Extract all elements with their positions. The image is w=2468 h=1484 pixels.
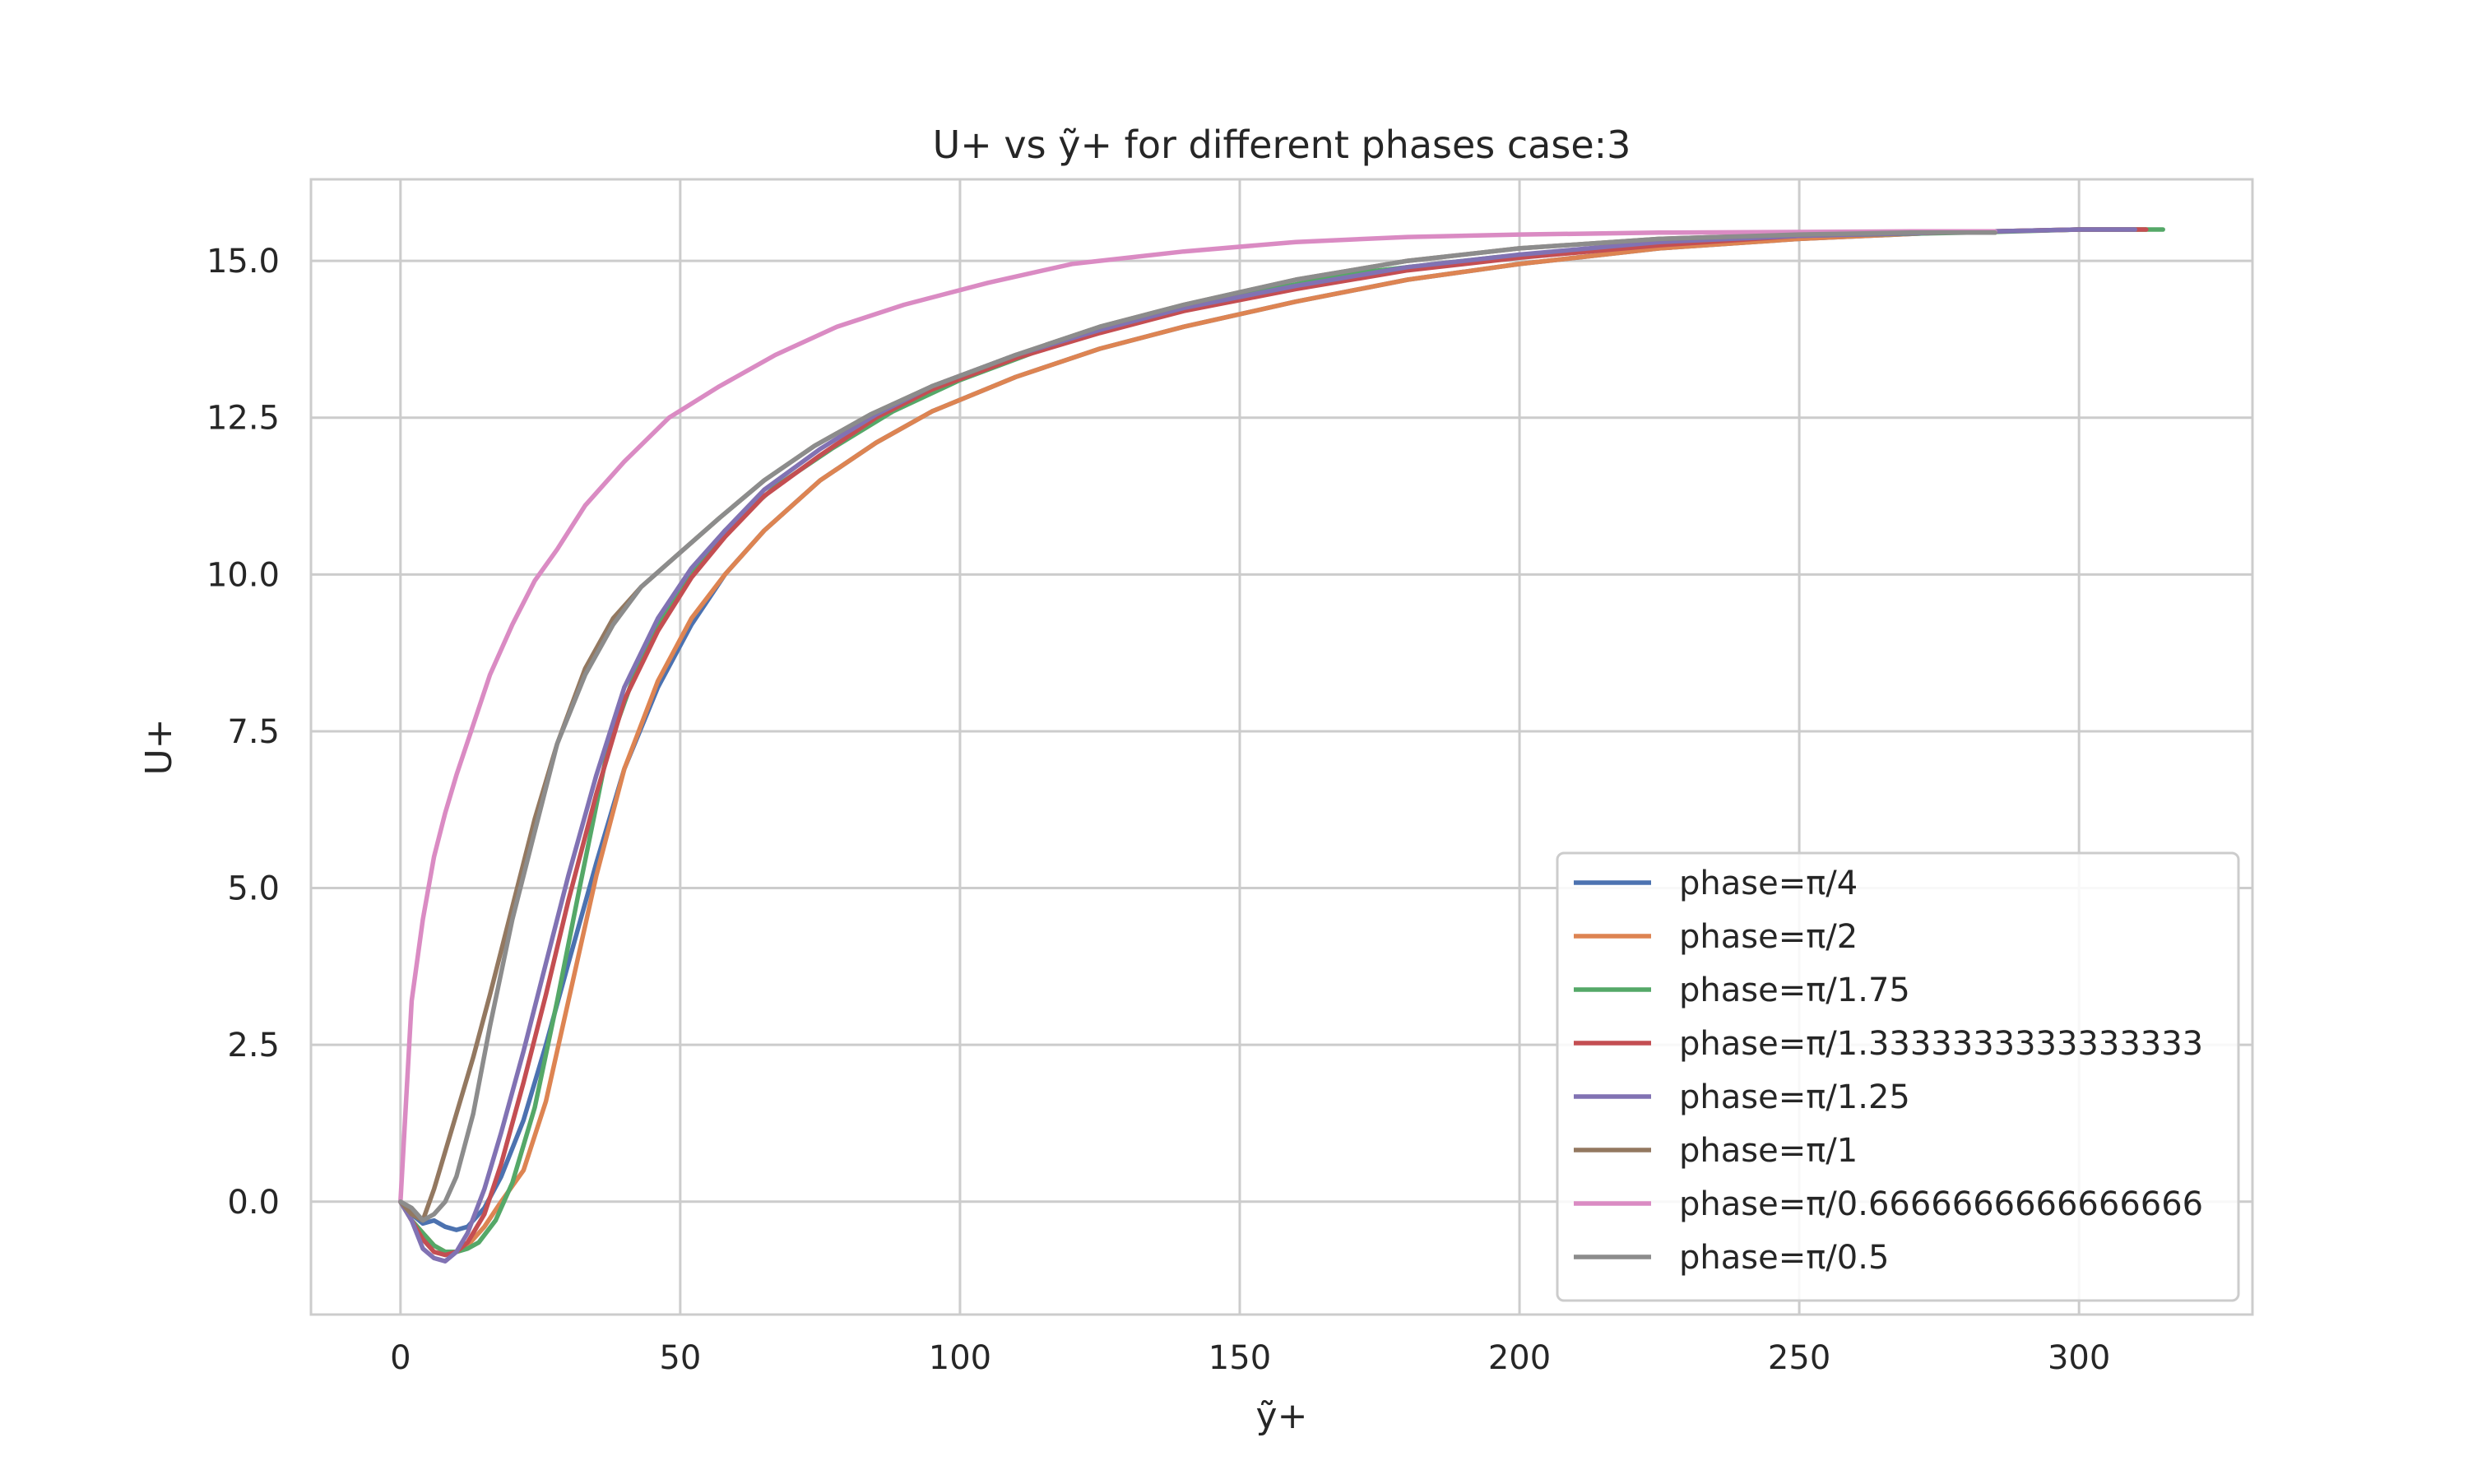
legend-label: phase=π/1.25 <box>1679 1078 1910 1116</box>
legend-label: phase=π/1.75 <box>1679 972 1910 1009</box>
y-tick-label: 2.5 <box>227 1027 280 1064</box>
x-tick-label: 200 <box>1488 1339 1551 1377</box>
x-tick-label: 300 <box>2048 1339 2110 1377</box>
legend-box <box>1556 851 2240 1302</box>
y-tick-label: 12.5 <box>206 400 280 438</box>
x-tick-label: 250 <box>1768 1339 1830 1377</box>
legend-label: phase=π/0.6666666666666666 <box>1679 1185 2203 1223</box>
legend-label: phase=π/1 <box>1679 1132 1858 1170</box>
plot-frame <box>309 178 2254 1316</box>
legend-label: phase=π/0.5 <box>1679 1239 1889 1277</box>
legend: phase=π/4 phase=π/2 phase=π/1.75 phase=π/1.… <box>1556 851 2240 1302</box>
x-axis-label: ỹ+ <box>1256 1395 1308 1437</box>
y-tick-labels: 0.0 2.5 5.0 7.5 10.0 12.5 15.0 <box>206 243 280 1222</box>
x-tick-label: 100 <box>929 1339 991 1377</box>
legend-label: phase=π/2 <box>1679 918 1858 956</box>
y-tick-label: 15.0 <box>206 243 280 281</box>
chart-title: U+ vs ỹ+ for different phases case:3 <box>933 123 1631 167</box>
legend-label: phase=π/1.3333333333333333 <box>1679 1025 2203 1063</box>
x-tick-label: 0 <box>390 1339 411 1377</box>
x-tick-label: 50 <box>659 1339 701 1377</box>
y-tick-label: 5.0 <box>227 870 280 908</box>
y-tick-label: 7.5 <box>227 713 280 751</box>
x-tick-labels: 0 50 100 150 200 250 300 <box>390 1339 2110 1377</box>
series-line-8 <box>398 230 1997 1223</box>
y-tick-label: 0.0 <box>227 1184 280 1222</box>
series-line-5 <box>398 227 2137 1264</box>
y-tick-label: 10.0 <box>206 556 280 594</box>
x-tick-label: 150 <box>1208 1339 1271 1377</box>
legend-label: phase=π/4 <box>1679 865 1858 902</box>
y-axis-label: U+ <box>138 718 180 775</box>
series-lines <box>398 227 2165 1264</box>
series-line-7 <box>398 229 1997 1204</box>
